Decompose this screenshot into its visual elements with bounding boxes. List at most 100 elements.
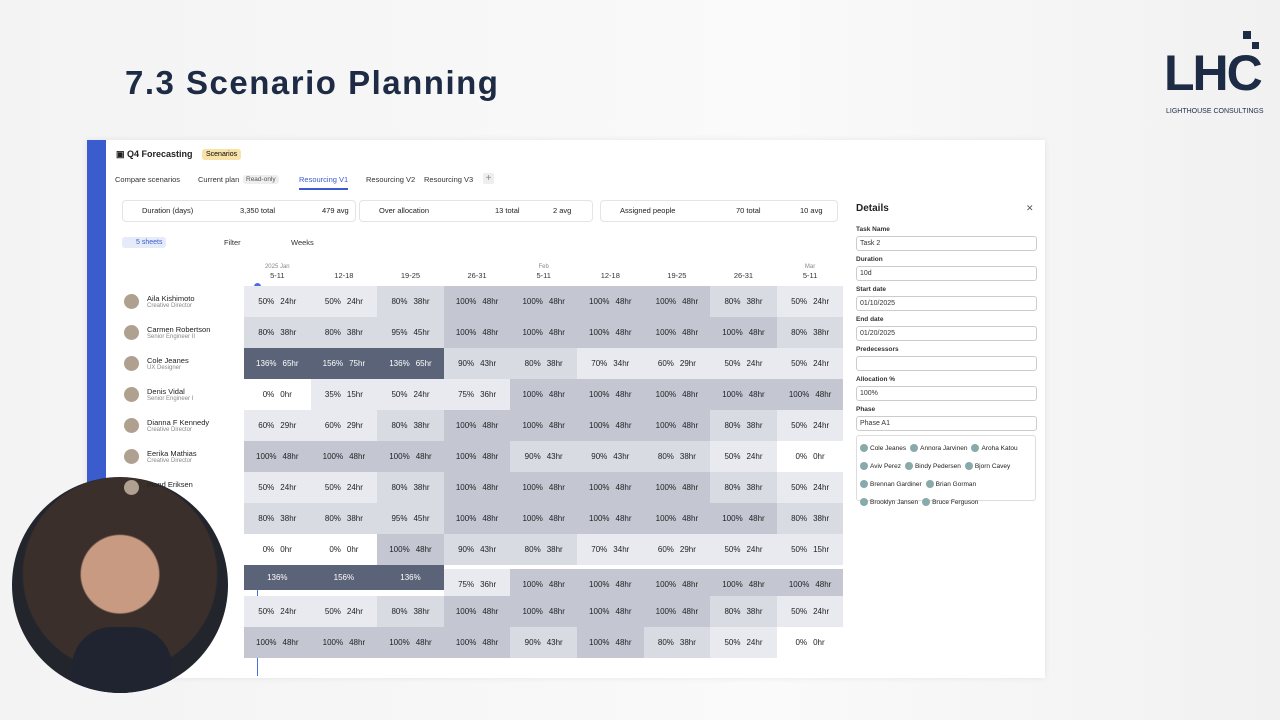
tab[interactable]: Resourcing V2 xyxy=(366,175,416,184)
hours: 0hr xyxy=(346,545,359,554)
percent: 100% xyxy=(455,638,477,647)
percent: 100% xyxy=(522,514,543,523)
hours: 43hr xyxy=(613,452,630,461)
field-input: Phase A1 xyxy=(856,416,1037,431)
percent: 80% xyxy=(791,514,808,523)
percent: 90% xyxy=(458,545,475,554)
logo-name: LIGHTHOUSE CONSULTINGS xyxy=(1166,108,1264,115)
hours: 48hr xyxy=(548,607,565,616)
percent: 60% xyxy=(258,421,275,430)
hours: 48hr xyxy=(615,328,632,337)
person-chip[interactable]: Bindy Pedersen xyxy=(904,462,961,470)
hours: 65hr xyxy=(282,359,299,368)
hours: 24hr xyxy=(746,545,763,554)
person-name: Eerika Mathias xyxy=(147,449,197,458)
percent: 50% xyxy=(724,545,741,554)
percent: 100% xyxy=(655,390,677,399)
percent: 80% xyxy=(324,328,341,337)
hours: 24hr xyxy=(413,390,430,399)
chip-avatar xyxy=(860,480,868,488)
percent: 50% xyxy=(724,638,741,647)
tab[interactable]: Current plan xyxy=(198,175,240,184)
person-name: mond Eriksen xyxy=(147,480,193,489)
allocation-cell: 100% 48hr xyxy=(710,569,777,600)
percent: 100% xyxy=(655,421,677,430)
person-chip[interactable]: Brooklyn Jansen xyxy=(860,498,918,506)
hours: 38hr xyxy=(746,607,763,616)
hours: 48hr xyxy=(282,452,299,461)
percent: 100% xyxy=(455,452,477,461)
summary-total: 70 total xyxy=(736,206,761,215)
hours: 43hr xyxy=(480,359,497,368)
person-chip[interactable]: Bruce Ferguson xyxy=(922,498,978,506)
chip-avatar xyxy=(860,444,868,452)
allocation-cell: 100% 48hr xyxy=(577,317,644,348)
percent: 80% xyxy=(657,452,674,461)
summary-label: Over allocation xyxy=(379,206,430,215)
timeline-range: 26-31 xyxy=(467,271,487,280)
percent: 100% xyxy=(655,483,677,492)
hours: 48hr xyxy=(748,514,765,523)
avatar xyxy=(124,356,139,371)
person-chip[interactable]: Bjorn Cavey xyxy=(964,462,1011,470)
hours: 48hr xyxy=(482,421,499,430)
hours: 38hr xyxy=(280,328,297,337)
tab[interactable]: Compare scenarios xyxy=(115,175,181,184)
hours: 24hr xyxy=(280,483,297,492)
person-chip[interactable]: Brian Gorman xyxy=(925,480,976,488)
hours: 48hr xyxy=(748,580,765,589)
person-chip[interactable]: Aviv Perez xyxy=(860,462,901,470)
field-input: 10d xyxy=(856,266,1037,281)
allocation-cell: 100% 48hr xyxy=(776,569,844,600)
hours: 38hr xyxy=(413,483,430,492)
chip-name: Bjorn Cavey xyxy=(974,462,1011,470)
percent: 80% xyxy=(391,297,408,306)
chip-name: Brooklyn Jansen xyxy=(870,498,919,506)
timeline-range: 12-18 xyxy=(334,271,354,280)
hours: 38hr xyxy=(679,452,696,461)
add-tab: + xyxy=(483,173,494,184)
hours: 48hr xyxy=(548,421,565,430)
hours: 48hr xyxy=(415,452,432,461)
percent: 60% xyxy=(657,545,674,554)
percent: 75% xyxy=(458,580,475,589)
percent: 70% xyxy=(591,359,608,368)
hours: 48hr xyxy=(815,580,832,589)
tab[interactable]: Resourcing V3 xyxy=(424,175,474,184)
tab[interactable]: Resourcing V1 xyxy=(299,175,349,190)
timeline-range: 5-11 xyxy=(270,271,285,280)
filter-button[interactable]: Filter xyxy=(224,238,241,247)
allocation-cell: 50% 24hr xyxy=(710,534,777,565)
hours: 36hr xyxy=(480,580,497,589)
period-select[interactable]: Weeks xyxy=(291,238,314,247)
percent: 80% xyxy=(524,359,541,368)
allocation-cell: 80% 38hr xyxy=(710,472,777,503)
hours: 48hr xyxy=(349,638,366,647)
hours: 0hr xyxy=(813,638,825,647)
hours: 48hr xyxy=(415,638,432,647)
hours: 48hr xyxy=(682,607,699,616)
percent: 80% xyxy=(724,607,741,616)
percent: 90% xyxy=(591,452,608,461)
allocation-cell: 70% 34hr xyxy=(577,534,644,565)
chip-avatar xyxy=(925,480,934,488)
person-chip[interactable]: Annora Jarvinen xyxy=(910,444,967,452)
person-chip[interactable]: Aroha Katou xyxy=(971,444,1018,452)
allocation-cell: 90% 43hr xyxy=(577,441,644,472)
people-box: Cole Jeanes Annora Jarvinen Aroha Katou Avi… xyxy=(856,435,1036,506)
person-name: Denis Vidal xyxy=(147,387,185,396)
allocation-cell: 50% 24hr xyxy=(310,286,378,317)
hours: 29hr xyxy=(346,421,363,430)
percent: 95% xyxy=(391,328,408,337)
percent: 90% xyxy=(524,452,541,461)
allocation-cell: 100% 48hr xyxy=(510,317,577,348)
allocation-cell: 80% 38hr xyxy=(776,503,844,534)
person-name: Carmen Robertson xyxy=(147,325,211,334)
sheets-button[interactable]: 5 sheets xyxy=(122,237,167,248)
percent: 80% xyxy=(258,328,275,337)
person-chip[interactable]: Cole Jeanes xyxy=(860,444,906,452)
app-title: ▣ Q4 Forecasting xyxy=(116,149,193,159)
person-chip[interactable]: Brennan Gardiner xyxy=(860,480,922,488)
percent: 100% xyxy=(455,514,477,523)
hours: 38hr xyxy=(280,514,297,523)
